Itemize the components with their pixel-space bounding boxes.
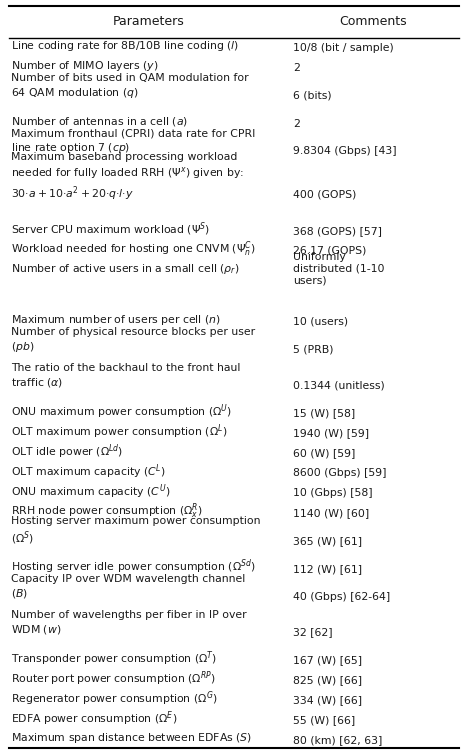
Text: 1140 (W) [60]: 1140 (W) [60] <box>293 508 369 518</box>
Text: 5 (PRB): 5 (PRB) <box>293 345 333 355</box>
Text: OLT idle power ($Ω^{Ld}$): OLT idle power ($Ω^{Ld}$) <box>11 442 123 461</box>
Text: 55 (W) [66]: 55 (W) [66] <box>293 715 355 725</box>
Text: 10 (users): 10 (users) <box>293 317 348 327</box>
Text: Number of bits used in QAM modulation for
64 QAM modulation ($q$): Number of bits used in QAM modulation fo… <box>11 73 249 100</box>
Text: 26.17 (GOPS): 26.17 (GOPS) <box>293 246 366 256</box>
Text: Number of MIMO layers ($y$): Number of MIMO layers ($y$) <box>11 59 159 73</box>
Text: 10/8 (bit / sample): 10/8 (bit / sample) <box>293 43 394 53</box>
Text: Capacity IP over WDM wavelength channel
($B$): Capacity IP over WDM wavelength channel … <box>11 575 245 600</box>
Text: OLT maximum power consumption ($Ω^L$): OLT maximum power consumption ($Ω^L$) <box>11 423 227 441</box>
Text: Server CPU maximum workload ($Ψ^S$): Server CPU maximum workload ($Ψ^S$) <box>11 220 210 238</box>
Text: 15 (W) [58]: 15 (W) [58] <box>293 408 355 418</box>
Text: 2: 2 <box>293 63 300 73</box>
Text: 334 (W) [66]: 334 (W) [66] <box>293 695 362 705</box>
Text: The ratio of the backhaul to the front haul
traffic ($α$): The ratio of the backhaul to the front h… <box>11 364 241 389</box>
Text: 8600 (Gbps) [59]: 8600 (Gbps) [59] <box>293 468 386 479</box>
Text: EDFA power consumption ($Ω^E$): EDFA power consumption ($Ω^E$) <box>11 709 177 728</box>
Text: OLT maximum capacity ($C^L$): OLT maximum capacity ($C^L$) <box>11 462 166 481</box>
Text: RRH node power consumption ($Ω^R_x$): RRH node power consumption ($Ω^R_x$) <box>11 502 203 522</box>
Text: Number of wavelengths per fiber in IP over
WDM ($w$): Number of wavelengths per fiber in IP ov… <box>11 610 247 636</box>
Text: 6 (bits): 6 (bits) <box>293 91 331 101</box>
Text: 400 (GOPS): 400 (GOPS) <box>293 190 356 200</box>
Text: Transponder power consumption ($Ω^T$): Transponder power consumption ($Ω^T$) <box>11 649 217 668</box>
Text: 2: 2 <box>293 119 300 129</box>
Text: Maximum fronthaul (CPRI) data rate for CPRI
line rate option 7 ($cp$): Maximum fronthaul (CPRI) data rate for C… <box>11 129 256 155</box>
Text: Hosting server idle power consumption ($Ω^{Sd}$): Hosting server idle power consumption ($… <box>11 558 256 577</box>
Text: 80 (km) [62, 63]: 80 (km) [62, 63] <box>293 735 382 745</box>
Text: Maximum baseband processing workload
needed for fully loaded RRH ($Ψ^x$) given b: Maximum baseband processing workload nee… <box>11 152 244 203</box>
Text: 9.8304 (Gbps) [43]: 9.8304 (Gbps) [43] <box>293 147 396 156</box>
Text: Maximum number of users per cell ($n$): Maximum number of users per cell ($n$) <box>11 313 221 327</box>
Text: 167 (W) [65]: 167 (W) [65] <box>293 655 362 665</box>
Text: Workload needed for hosting one CNVM ($Ψ^C_n$): Workload needed for hosting one CNVM ($Ψ… <box>11 239 256 259</box>
Text: Number of physical resource blocks per user
($pb$): Number of physical resource blocks per u… <box>11 327 255 354</box>
Text: 60 (W) [59]: 60 (W) [59] <box>293 448 355 458</box>
Text: Uniformly
distributed (1-10
users): Uniformly distributed (1-10 users) <box>293 252 384 286</box>
Text: Parameters: Parameters <box>112 16 184 29</box>
Text: Hosting server maximum power consumption
($Ω^S$): Hosting server maximum power consumption… <box>11 516 261 547</box>
Text: 365 (W) [61]: 365 (W) [61] <box>293 536 362 546</box>
Text: Number of antennas in a cell ($a$): Number of antennas in a cell ($a$) <box>11 116 188 129</box>
Text: Maximum span distance between EDFAs ($S$): Maximum span distance between EDFAs ($S$… <box>11 731 252 745</box>
Text: 32 [62]: 32 [62] <box>293 627 332 637</box>
Text: Line coding rate for 8B/10B line coding ($l$): Line coding rate for 8B/10B line coding … <box>11 39 239 54</box>
Text: ONU maximum capacity ($C^U$): ONU maximum capacity ($C^U$) <box>11 482 170 500</box>
Text: 0.1344 (unitless): 0.1344 (unitless) <box>293 380 385 391</box>
Text: Router port power consumption ($Ω^{RP}$): Router port power consumption ($Ω^{RP}$) <box>11 669 216 688</box>
Text: 825 (W) [66]: 825 (W) [66] <box>293 675 362 685</box>
Text: ONU maximum power consumption ($Ω^U$): ONU maximum power consumption ($Ω^U$) <box>11 402 232 421</box>
Text: 40 (Gbps) [62-64]: 40 (Gbps) [62-64] <box>293 592 390 602</box>
Text: Regenerator power consumption ($Ω^G$): Regenerator power consumption ($Ω^G$) <box>11 689 218 708</box>
Text: Comments: Comments <box>340 16 407 29</box>
Text: 1940 (W) [59]: 1940 (W) [59] <box>293 429 369 438</box>
Text: 112 (W) [61]: 112 (W) [61] <box>293 564 362 574</box>
Text: Number of active users in a small cell ($ρ_r$): Number of active users in a small cell (… <box>11 262 239 276</box>
Text: 368 (GOPS) [57]: 368 (GOPS) [57] <box>293 225 382 236</box>
Text: 10 (Gbps) [58]: 10 (Gbps) [58] <box>293 488 373 498</box>
